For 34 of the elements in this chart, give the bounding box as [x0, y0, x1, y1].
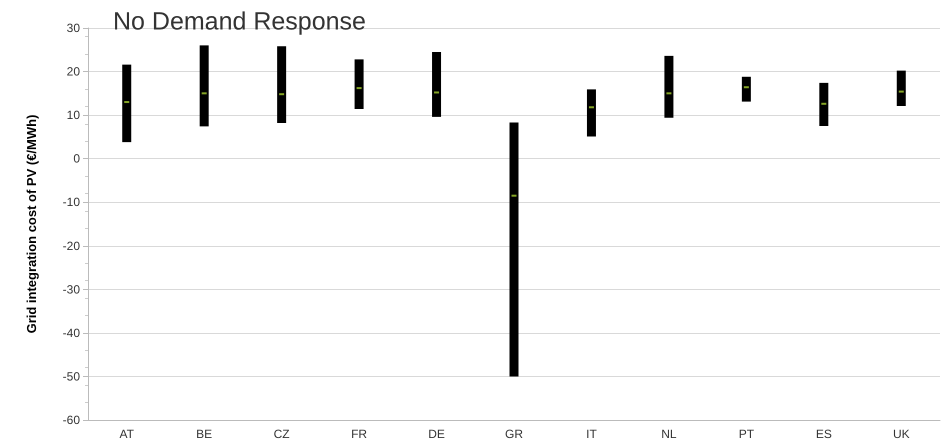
y-tick-label: -50 — [62, 369, 80, 384]
x-tick-label: FR — [351, 427, 368, 441]
y-tick-label: -20 — [62, 238, 80, 253]
x-tick-label: CZ — [274, 427, 290, 441]
x-tick-label: GR — [505, 427, 524, 441]
x-tick-label: BE — [196, 427, 212, 441]
bar — [200, 45, 209, 126]
y-tick-label: 30 — [66, 21, 80, 35]
bar — [586, 89, 596, 136]
y-tick-label: -10 — [62, 195, 80, 210]
y-tick-label: -60 — [62, 413, 80, 427]
x-tick-label: PT — [738, 427, 755, 441]
bar — [277, 46, 286, 123]
bar — [664, 56, 674, 118]
y-tick-label: 0 — [73, 152, 80, 166]
bar — [354, 59, 364, 110]
bar — [122, 64, 132, 142]
y-tick-label: 20 — [66, 64, 80, 79]
x-tick-label: DE — [428, 427, 445, 441]
bar — [819, 82, 828, 126]
bar — [896, 70, 906, 106]
y-tick-label: -30 — [62, 282, 80, 296]
x-tick-label: UK — [892, 427, 910, 441]
y-tick-label: 10 — [66, 108, 80, 122]
x-tick-label: NL — [661, 427, 677, 441]
chart-title: No Demand Response — [113, 8, 366, 36]
bar — [510, 122, 518, 376]
x-tick-label: IT — [586, 427, 598, 441]
bar — [432, 52, 442, 117]
x-tick-label: ES — [816, 427, 832, 441]
y-tick-label: -40 — [62, 326, 80, 340]
y-axis-title: Grid integration cost of PV (€/MWh) — [24, 114, 39, 334]
bar — [742, 76, 751, 102]
x-tick-label: AT — [120, 427, 135, 441]
